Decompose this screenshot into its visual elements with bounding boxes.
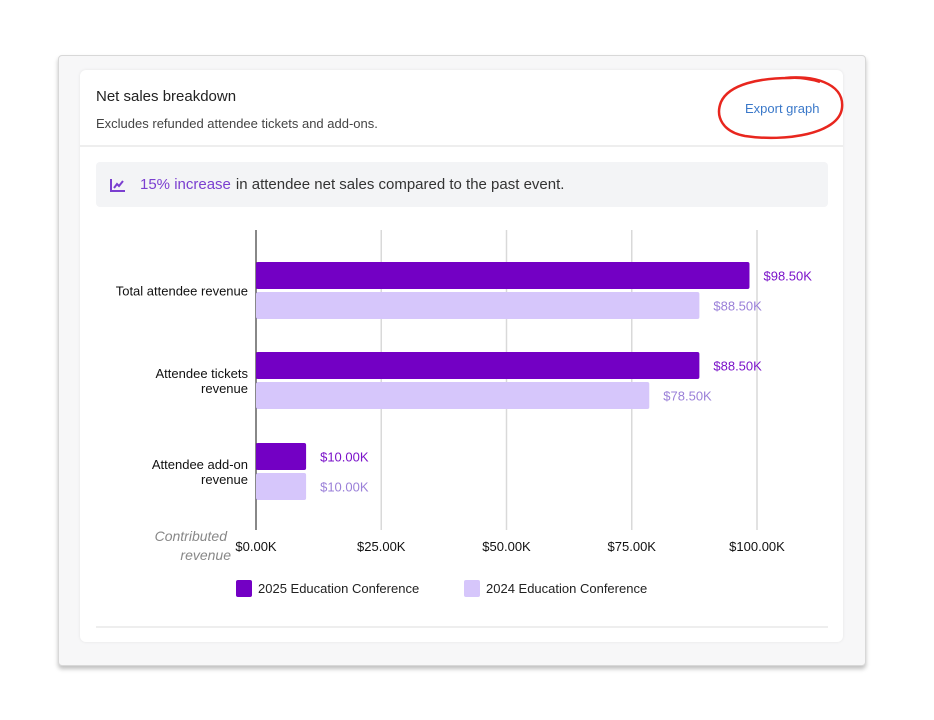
x-tick-label: $75.00K xyxy=(608,539,657,554)
bar-value-label: $10.00K xyxy=(320,450,369,465)
header-divider xyxy=(80,145,843,147)
trending-up-icon xyxy=(110,178,125,192)
bar-2024 xyxy=(256,473,307,500)
legend-swatch xyxy=(464,580,480,597)
category-label: revenue xyxy=(201,381,248,396)
bar-2024 xyxy=(256,382,650,409)
footer-divider xyxy=(96,626,828,628)
x-tick-label: $25.00K xyxy=(357,539,406,554)
bar-value-label: $88.50K xyxy=(713,359,762,374)
bar-value-label: $88.50K xyxy=(713,299,762,314)
category-label: Total attendee revenue xyxy=(116,284,248,299)
y-axis-label: revenue xyxy=(180,547,231,563)
legend-swatch xyxy=(236,580,252,597)
bar-value-label: $78.50K xyxy=(663,389,712,404)
x-tick-label: $50.00K xyxy=(482,539,531,554)
card-subtitle: Excludes refunded attendee tickets and a… xyxy=(96,116,378,131)
category-label: revenue xyxy=(201,472,248,487)
card-title: Net sales breakdown xyxy=(96,88,237,105)
category-label: Attendee add-on xyxy=(152,457,248,472)
legend-label: 2025 Education Conference xyxy=(258,581,419,596)
x-tick-label: $0.00K xyxy=(235,539,277,554)
bar-2025 xyxy=(256,443,307,470)
annotation-circle xyxy=(717,76,844,140)
bar-2025 xyxy=(256,262,750,289)
legend-label: 2024 Education Conference xyxy=(486,581,647,596)
increase-highlight: 15% increase xyxy=(140,176,231,193)
bar-value-label: $98.50K xyxy=(763,269,812,284)
bar-2025 xyxy=(256,352,700,379)
y-axis-label: Contributed xyxy=(155,528,229,544)
insight-banner: 15% increase in attendee net sales compa… xyxy=(96,162,828,207)
x-tick-label: $100.00K xyxy=(729,539,785,554)
export-graph-link[interactable]: Export graph xyxy=(745,101,820,116)
category-label: Attendee tickets xyxy=(156,366,249,381)
bar-2024 xyxy=(256,292,700,319)
bar-value-label: $10.00K xyxy=(320,480,369,495)
banner-text: in attendee net sales compared to the pa… xyxy=(235,176,565,193)
